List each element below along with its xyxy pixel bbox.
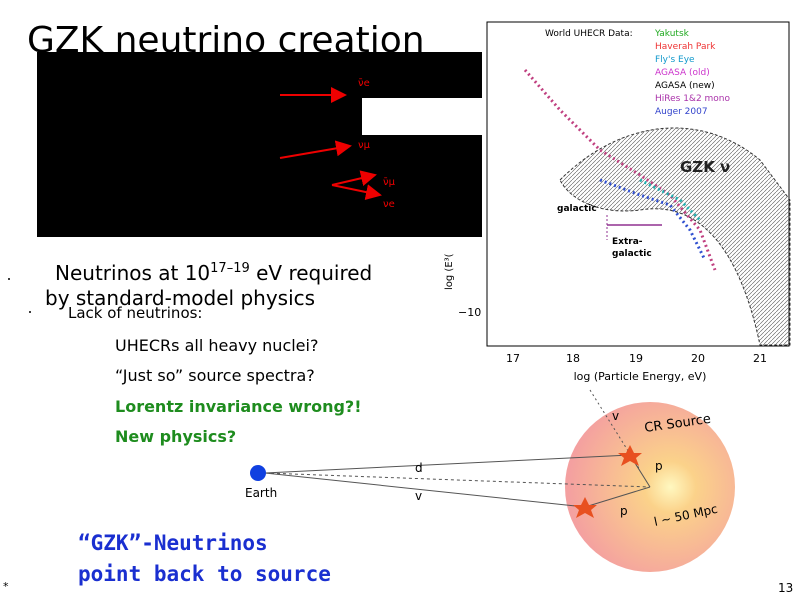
x-tick-label: 21 [753,352,767,365]
bullets: Neutrinos at 1017–19 eV required by stan… [8,261,372,446]
x-tick-label: 17 [506,352,520,365]
earth-label: Earth [245,486,277,500]
legend-item: Haverah Park [655,42,716,52]
extragalactic-label: galactic [612,249,652,259]
legend-item: AGASA (new) [655,81,715,91]
slide-mark: * [3,580,9,593]
callout: point back to source [78,562,331,586]
nu-v: v [612,409,619,423]
legend-item: Yakutsk [654,29,690,39]
bullet: Lack of neutrinos: [68,304,203,322]
y-tick-label: −10 [458,306,481,319]
callout: “GZK”-Neutrinos [78,531,268,555]
sub-bullet: New physics? [115,427,236,446]
nu-label: νμ [358,140,371,151]
nu-label: ν̄μ [383,177,396,188]
x-tick-label: 18 [566,352,580,365]
legend-title: World UHECR Data: [545,29,633,39]
nu-label: ν̄e [358,78,370,89]
galactic-label: galactic [557,204,597,214]
x-tick-label: 20 [691,352,705,365]
y-axis-label: log (E³( [444,253,455,290]
sub-bullet: UHECRs all heavy nuclei? [115,336,318,355]
legend-item: AGASA (old) [655,68,710,78]
page-number: 13 [778,581,793,595]
black-figure: ν̄e νμ ν̄μ νe [37,52,485,237]
extragalactic-label: Extra- [612,237,643,247]
bullet: by standard-model physics [45,286,315,310]
legend-item: HiRes 1&2 mono [655,94,731,104]
nu-v: v [415,489,422,503]
distance-d: d [415,461,423,475]
bullet: Neutrinos at 1017–19 eV required [55,261,372,285]
source-diagram: Earth d v v CR Source p p l ~ 50 Mpc [245,389,735,572]
sub-bullet: “Just so” source spectra? [115,366,315,385]
x-tick-label: 19 [629,352,643,365]
uhecr-plot: World UHECR Data: Yakutsk Haverah Park F… [444,14,792,383]
proton: p [620,504,628,518]
legend-item: Fly's Eye [655,55,695,65]
gzk-label: GZK ν [680,158,730,176]
x-axis-label: log (Particle Energy, eV) [574,370,707,383]
sub-bullet: Lorentz invariance wrong?! [115,397,362,416]
legend-item: Auger 2007 [655,107,708,117]
nu-label: νe [383,199,395,210]
proton: p [655,459,663,473]
